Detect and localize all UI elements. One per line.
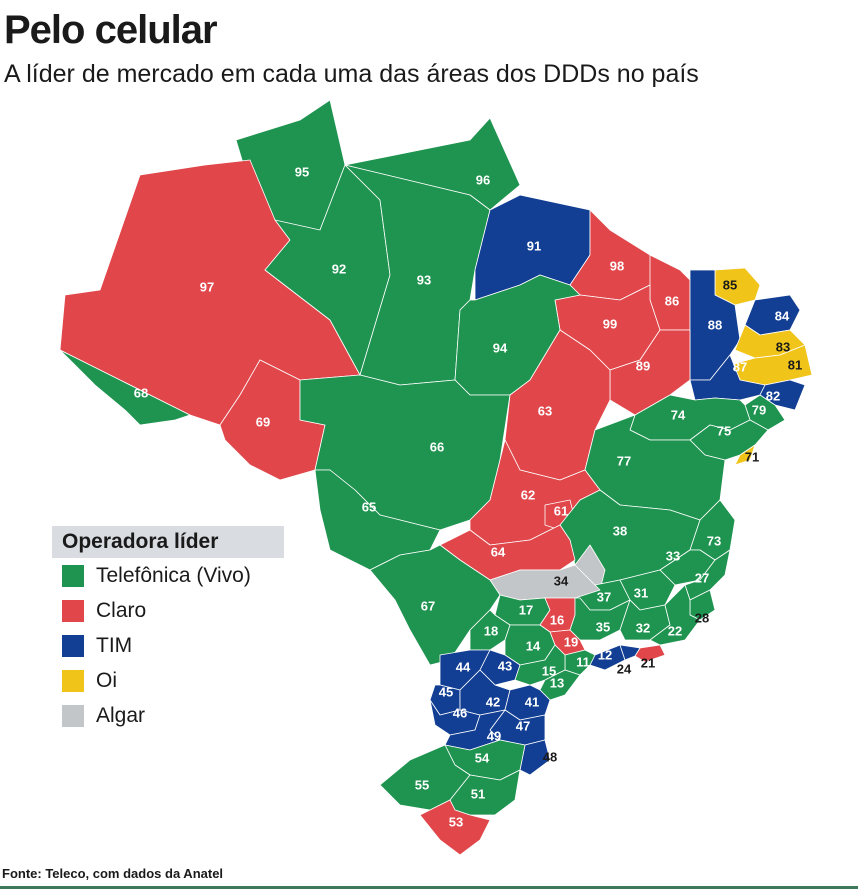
ddd-label-34: 34 [554,573,569,588]
ddd-label-35: 35 [596,619,610,634]
legend-title: Operadora líder [52,526,284,558]
ddd-label-31: 31 [634,585,648,600]
ddd-label-46: 46 [453,705,467,720]
ddd-label-71: 71 [745,449,759,464]
ddd-label-17: 17 [519,602,533,617]
ddd-label-61: 61 [554,503,568,518]
ddd-label-92: 92 [332,261,346,276]
ddd-label-21: 21 [641,655,655,670]
legend-item: Claro [62,593,284,628]
ddd-label-49: 49 [487,728,501,743]
legend-label: Algar [96,703,146,727]
ddd-area-68 [59,349,191,426]
ddd-label-95: 95 [295,164,309,179]
ddd-label-63: 63 [538,403,552,418]
legend: Operadora líder Telefônica (Vivo) Claro TI… [52,526,284,733]
ddd-label-93: 93 [417,272,431,287]
ddd-label-97: 97 [200,279,214,294]
ddd-label-27: 27 [695,570,709,585]
ddd-area-22 [649,584,701,646]
ddd-label-41: 41 [525,694,539,709]
ddd-label-15: 15 [542,663,556,678]
bottom-rule [0,886,858,889]
ddd-label-79: 79 [752,402,766,417]
ddd-label-67: 67 [421,598,435,613]
ddd-label-87: 87 [733,359,747,374]
legend-item: Algar [62,698,284,733]
ddd-label-24: 24 [617,661,632,676]
legend-swatch [62,704,84,727]
ddd-label-54: 54 [475,750,490,765]
legend-items: Telefônica (Vivo) Claro TIM Oi Algar [52,558,284,733]
map-title: Pelo celular [4,8,218,52]
ddd-label-69: 69 [256,414,270,429]
ddd-label-51: 51 [471,786,485,801]
ddd-label-65: 65 [362,499,376,514]
ddd-area-67 [369,544,501,666]
map-subtitle: A líder de mercado em cada uma das áreas… [4,60,699,88]
legend-item: Oi [62,663,284,698]
ddd-label-16: 16 [550,612,564,627]
ddd-area-24 [619,644,641,661]
ddd-label-55: 55 [415,777,429,792]
legend-swatch [62,634,84,657]
ddd-label-75: 75 [717,423,731,438]
ddd-label-74: 74 [671,407,686,422]
ddd-label-33: 33 [666,548,680,563]
ddd-label-88: 88 [708,317,722,332]
ddd-label-43: 43 [498,658,512,673]
ddd-label-96: 96 [476,172,490,187]
ddd-label-83: 83 [776,339,790,354]
legend-label: Oi [96,668,117,692]
legend-swatch [62,599,84,622]
ddd-areas [59,99,813,856]
ddd-label-22: 22 [668,623,682,638]
ddd-label-11: 11 [576,654,590,669]
ddd-label-99: 99 [603,316,617,331]
legend-label: Claro [96,598,147,622]
ddd-area-84 [744,294,801,336]
ddd-label-14: 14 [526,638,541,653]
legend-label: TIM [96,633,133,657]
ddd-label-48: 48 [543,749,557,764]
ddd-label-62: 62 [521,487,535,502]
ddd-label-13: 13 [550,675,564,690]
legend-label: Telefônica (Vivo) [96,563,251,587]
ddd-label-47: 47 [516,718,530,733]
ddd-label-53: 53 [449,814,463,829]
ddd-label-66: 66 [430,439,444,454]
ddd-label-28: 28 [695,610,709,625]
ddd-area-53 [419,799,491,856]
ddd-label-42: 42 [486,694,500,709]
ddd-label-81: 81 [788,357,802,372]
ddd-label-77: 77 [617,453,631,468]
source-note: Fonte: Teleco, com dados da Anatel [2,866,224,881]
ddd-label-45: 45 [439,684,453,699]
ddd-label-73: 73 [707,533,721,548]
legend-item: TIM [62,628,284,663]
ddd-label-32: 32 [636,620,650,635]
ddd-label-98: 98 [610,258,624,273]
ddd-label-94: 94 [493,340,508,355]
legend-item: Telefônica (Vivo) [62,558,284,593]
ddd-label-85: 85 [723,277,737,292]
ddd-label-44: 44 [456,659,471,674]
ddd-label-89: 89 [636,358,650,373]
ddd-label-37: 37 [597,589,611,604]
ddd-label-86: 86 [665,293,679,308]
ddd-label-91: 91 [527,238,541,253]
ddd-label-68: 68 [134,385,148,400]
legend-swatch [62,564,84,587]
ddd-label-38: 38 [613,523,627,538]
ddd-label-82: 82 [766,388,780,403]
ddd-label-18: 18 [484,623,498,638]
ddd-label-64: 64 [491,544,506,559]
ddd-area-71 [734,444,756,466]
ddd-label-12: 12 [598,647,612,662]
ddd-label-19: 19 [564,634,578,649]
legend-swatch [62,669,84,692]
ddd-label-84: 84 [775,308,790,323]
